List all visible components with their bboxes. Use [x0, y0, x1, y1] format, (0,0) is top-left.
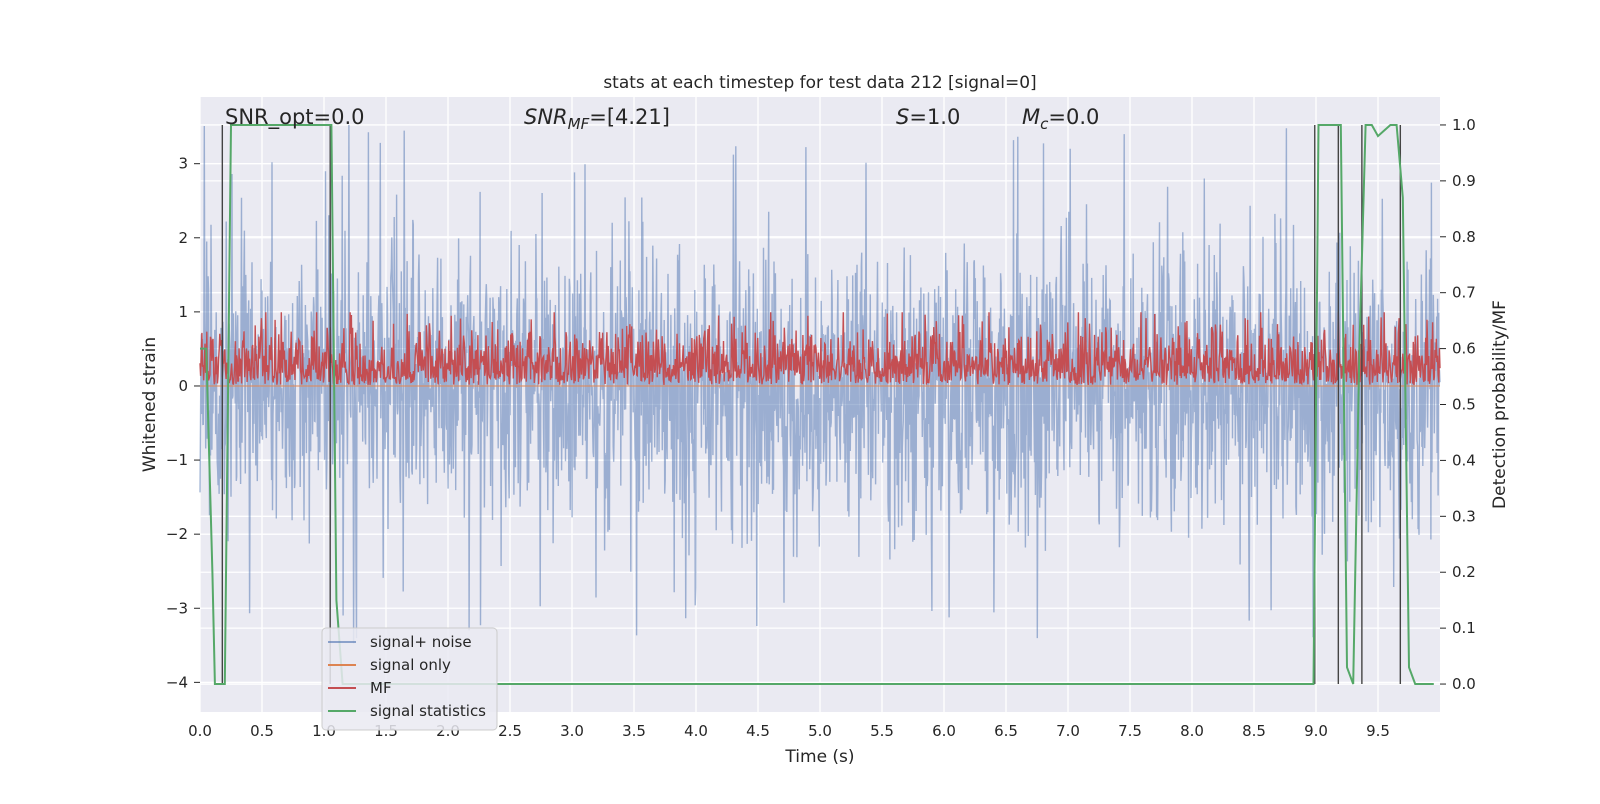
y-tick-label: −3: [166, 599, 188, 617]
y2-tick-label: 0.6: [1452, 340, 1476, 358]
x-tick-label: 2.5: [498, 722, 522, 740]
x-tick-label: 8.0: [1180, 722, 1204, 740]
y2-tick-label: 0.8: [1452, 228, 1476, 246]
annotation-tail: =0.0: [1048, 105, 1099, 129]
x-tick-label: 0.5: [250, 722, 274, 740]
y2-tick-label: 0.7: [1452, 284, 1476, 302]
y2-tick-label: 0.3: [1452, 507, 1476, 525]
x-tick-label: 0.0: [188, 722, 212, 740]
y-tick-label: −4: [166, 673, 188, 691]
series-signal-statistics-line: [200, 124, 1434, 685]
annotation-2: SNRMF=[4.21]: [524, 105, 670, 133]
annotations: SNR_opt=0.0 SNRMF=[4.21] S=1.0 Mc=0.0: [225, 105, 1099, 133]
y2-tick-label: 1.0: [1452, 116, 1476, 134]
chart-title: stats at each timestep for test data 212…: [603, 73, 1036, 93]
x-tick-label: 7.0: [1056, 722, 1080, 740]
y-tick-label: 0: [178, 377, 188, 395]
y2-tick-label: 0.5: [1452, 396, 1476, 414]
x-tick-label: 5.5: [870, 722, 894, 740]
x-tick-label: 9.0: [1304, 722, 1328, 740]
x-tick-label: 6.0: [932, 722, 956, 740]
annotation-tail: =1.0: [909, 105, 960, 129]
annotation-3: S=1.0: [896, 105, 960, 129]
annotation-1: SNR_opt=0.0: [225, 105, 365, 130]
legend: signal+ noise signal only MF signal statist…: [321, 627, 498, 731]
y-tick-label: 3: [178, 155, 188, 173]
annotation-main: M: [1022, 105, 1040, 129]
series-mf-line: [199, 312, 1441, 386]
x-tick-label: 7.5: [1118, 722, 1142, 740]
legend-label: signal statistics: [370, 702, 486, 720]
axes-layer: 0.0 0.5 1.0 1.5 2.0 2.5 3.0 3.5 4.0 4.5 5.0 5.5 6.0 6…: [166, 116, 1476, 740]
annotation-main: SNR: [524, 105, 568, 129]
y2-axis-label: Detection probability/MF: [1490, 300, 1510, 509]
series-layer: [199, 124, 1441, 685]
y2-tick-label: 0.1: [1452, 619, 1476, 637]
x-tick-label: 5.0: [808, 722, 832, 740]
x-tick-label: 8.5: [1242, 722, 1266, 740]
y2-tick-label: 0.4: [1452, 451, 1476, 469]
x-axis-label: Time (s): [784, 747, 854, 767]
y2-tick-label: 0.2: [1452, 563, 1476, 581]
annotation-4: Mc=0.0: [1022, 105, 1099, 133]
x-tick-label: 3.5: [622, 722, 646, 740]
x-tick-label: 4.0: [684, 722, 708, 740]
y2-tick-label: 0.9: [1452, 172, 1476, 190]
y-tick-label: −1: [166, 451, 188, 469]
annotation-sub: MF: [568, 115, 590, 133]
y-axis-label: Whitened strain: [140, 337, 160, 472]
legend-label: signal+ noise: [370, 633, 472, 651]
annotation-sub: c: [1040, 115, 1049, 133]
y-tick-label: 1: [178, 303, 188, 321]
y-tick-label: −2: [166, 525, 188, 543]
annotation-main: S: [896, 105, 909, 129]
x-tick-label: 4.5: [746, 722, 770, 740]
x-tick-label: 9.5: [1366, 722, 1390, 740]
legend-box: [321, 627, 498, 731]
x-tick-label: 3.0: [560, 722, 584, 740]
legend-label: signal only: [370, 656, 451, 674]
y-tick-label: 2: [178, 229, 188, 247]
x-tick-label: 6.5: [994, 722, 1018, 740]
legend-label: MF: [370, 679, 392, 697]
y2-tick-label: 0.0: [1452, 675, 1476, 693]
annotation-tail: =[4.21]: [589, 105, 670, 129]
